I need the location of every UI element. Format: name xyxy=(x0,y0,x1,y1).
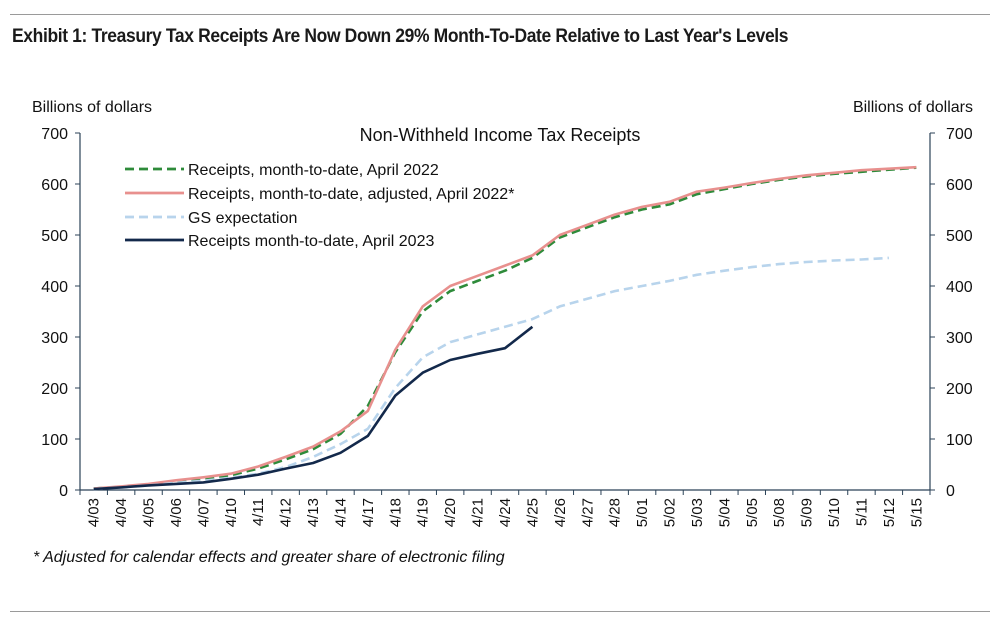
x-tick-label: 4/07 xyxy=(195,498,212,527)
x-tick-label: 4/20 xyxy=(442,498,459,527)
top-rule xyxy=(10,14,990,15)
x-tick-label: 4/18 xyxy=(387,498,404,527)
y-tick-label-right: 300 xyxy=(946,330,973,347)
x-tick-label: 4/10 xyxy=(223,498,240,527)
y-tick-label-left: 300 xyxy=(41,330,68,347)
y-tick-label-left: 500 xyxy=(41,228,68,245)
y-tick-label-left: 100 xyxy=(41,432,68,449)
x-tick-label: 5/03 xyxy=(689,498,706,527)
x-tick-label: 4/03 xyxy=(86,498,103,527)
x-tick-label: 4/26 xyxy=(552,498,569,527)
x-tick-label: 4/25 xyxy=(524,498,541,527)
y-tick-label-right: 200 xyxy=(946,381,973,398)
x-tick-label: 5/12 xyxy=(881,498,898,527)
x-tick-label: 4/05 xyxy=(141,498,158,527)
x-tick-label: 4/06 xyxy=(168,498,185,527)
x-tick-label: 4/04 xyxy=(113,498,130,527)
x-tick-label: 5/01 xyxy=(634,498,651,527)
y-axis-label-left: Billions of dollars xyxy=(32,99,152,116)
footnote: * Adjusted for calendar effects and grea… xyxy=(33,549,505,566)
x-tick-label: 4/27 xyxy=(579,498,596,527)
series-line-2 xyxy=(93,165,917,490)
y-tick-label-right: 400 xyxy=(946,279,973,296)
x-tick-label: 4/21 xyxy=(470,498,487,527)
x-tick-label: 4/28 xyxy=(607,498,624,527)
x-tick-label: 5/05 xyxy=(744,498,761,527)
y-tick-label-right: 0 xyxy=(946,483,955,500)
x-tick-label: 4/19 xyxy=(415,498,432,527)
series-line-3 xyxy=(93,256,889,491)
legend-label: Receipts, month-to-date, April 2022 xyxy=(188,162,439,179)
legend-label: Receipts, month-to-date, adjusted, April… xyxy=(188,186,514,203)
y-tick-label-left: 200 xyxy=(41,381,68,398)
legend-label: GS expectation xyxy=(188,210,297,227)
x-tick-label: 5/04 xyxy=(716,498,733,527)
y-tick-label-left: 700 xyxy=(41,126,68,143)
exhibit-title: Exhibit 1: Treasury Tax Receipts Are Now… xyxy=(12,26,789,47)
y-tick-label-left: 600 xyxy=(41,177,68,194)
legend-label: Receipts month-to-date, April 2023 xyxy=(188,233,434,250)
x-tick-label: 4/14 xyxy=(332,498,349,527)
x-tick-label: 5/09 xyxy=(799,498,816,527)
y-tick-label-right: 700 xyxy=(946,126,973,143)
x-tick-label: 5/02 xyxy=(662,498,679,527)
x-tick-label: 5/15 xyxy=(908,498,925,527)
x-tick-label: 4/11 xyxy=(250,498,267,526)
x-tick-label: 4/24 xyxy=(497,498,514,527)
chart-title: Non-Withheld Income Tax Receipts xyxy=(360,125,641,145)
y-tick-label-right: 500 xyxy=(946,228,973,245)
y-tick-label-right: 600 xyxy=(946,177,973,194)
y-axis-label-right: Billions of dollars xyxy=(853,99,973,116)
x-tick-label: 4/13 xyxy=(305,498,322,527)
y-tick-label-left: 400 xyxy=(41,279,68,296)
x-tick-label: 4/17 xyxy=(360,498,377,527)
series-line-4 xyxy=(93,325,534,491)
x-tick-label: 5/11 xyxy=(853,498,870,526)
y-tick-label-left: 0 xyxy=(59,483,68,500)
y-tick-label-right: 100 xyxy=(946,432,973,449)
bottom-rule xyxy=(10,611,990,612)
x-tick-label: 4/12 xyxy=(278,498,295,527)
x-tick-label: 5/10 xyxy=(826,498,843,527)
x-tick-label: 5/08 xyxy=(771,498,788,527)
